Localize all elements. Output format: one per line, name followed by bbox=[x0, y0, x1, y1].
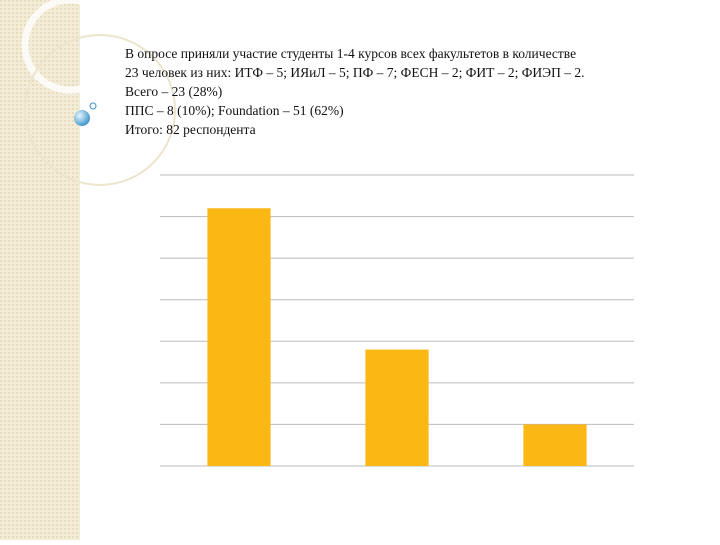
bar bbox=[207, 208, 271, 466]
text-line: 23 человек из них: ИТФ – 5; ИЯиЛ – 5; ПФ… bbox=[125, 65, 584, 80]
bar bbox=[365, 349, 429, 466]
deco-ball bbox=[74, 110, 90, 126]
deco-ring bbox=[21, 0, 119, 94]
text-line: Итого: 82 респондента bbox=[125, 122, 256, 137]
bar bbox=[523, 424, 587, 466]
text-line: Всего – 23 (28%) bbox=[125, 84, 222, 99]
text-line: В опросе приняли участие студенты 1-4 ку… bbox=[125, 46, 576, 61]
deco-ring bbox=[24, 34, 176, 186]
deco-dot bbox=[89, 102, 97, 110]
text-line: ППС – 8 (10%); Foundation – 51 (62%) bbox=[125, 103, 344, 118]
